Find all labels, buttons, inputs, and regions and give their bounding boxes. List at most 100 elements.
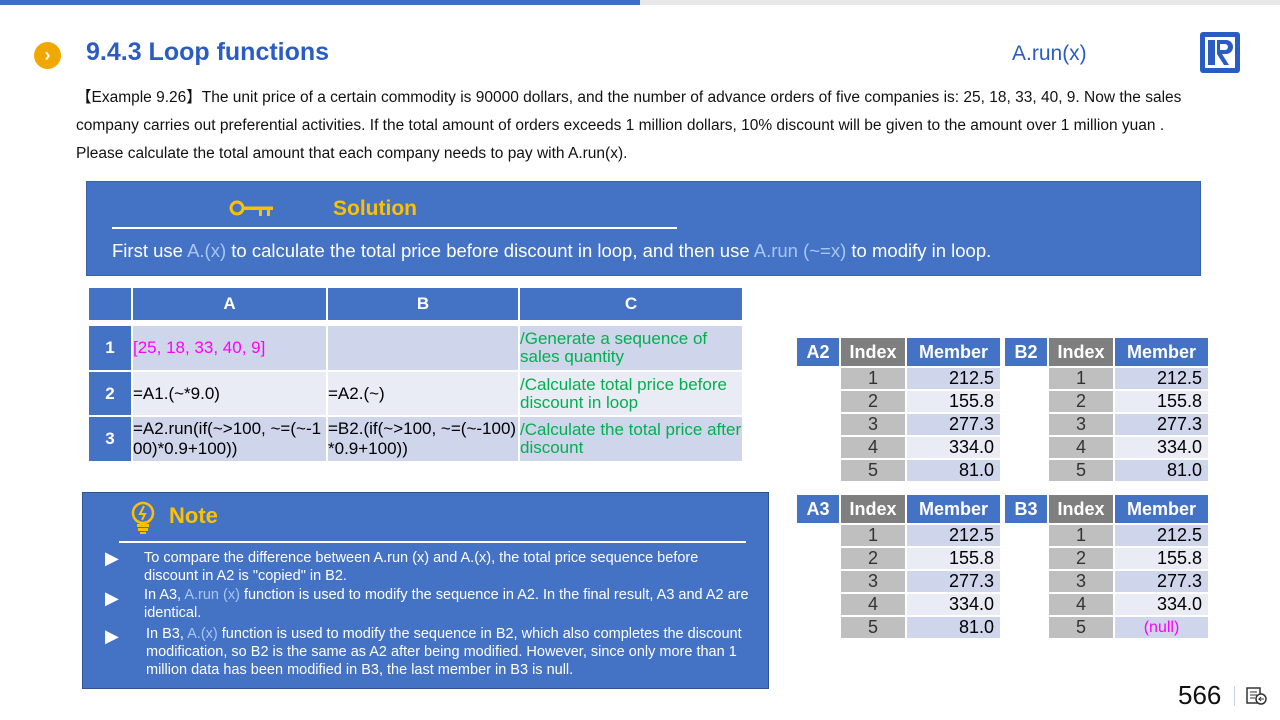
chevron-right-icon: ›: [34, 42, 61, 69]
example-text: 【Example 9.26】The unit price of a certai…: [76, 89, 1182, 162]
index-header: Index: [1047, 336, 1115, 368]
member-cell: (null): [1113, 615, 1210, 640]
table-row: 5 81.0: [1004, 458, 1210, 483]
page-title: 9.4.3 Loop functions: [86, 38, 330, 66]
table-name: B3: [1003, 493, 1049, 525]
member-cell: 334.0: [1113, 435, 1210, 460]
index-cell: 2: [1047, 389, 1115, 414]
divider: [1234, 686, 1235, 706]
result-table-a3: A3 Index Member 1 212.5 2 155.8 3 277.3 4 334.0 5 81…: [795, 493, 1002, 640]
index-cell: 4: [1047, 435, 1115, 460]
member-cell: 155.8: [905, 389, 1002, 414]
index-cell: 4: [1047, 592, 1115, 617]
row-number[interactable]: 3: [87, 415, 133, 463]
table-row: 3 277.3: [1004, 412, 1210, 437]
index-cell: 1: [839, 523, 907, 548]
column-header-b[interactable]: B: [326, 286, 520, 322]
table-row: 2 155.8: [1004, 546, 1210, 571]
cell-b3[interactable]: =B2.(if(~>100, ~=(~-100)*0.9+100)): [326, 415, 520, 463]
table-row: 4 334.0: [796, 435, 1002, 460]
bullet-triangle-icon: ▶: [105, 626, 119, 646]
index-header: Index: [839, 336, 907, 368]
index-cell: 3: [839, 569, 907, 594]
table-row: 2 155.8: [796, 546, 1002, 571]
result-table-b3: B3 Index Member 1 212.5 2 155.8 3 277.3 4 334.0 5 (n…: [1003, 493, 1210, 640]
index-cell: 2: [839, 389, 907, 414]
result-table-a2: A2 Index Member 1 212.5 2 155.8 3 277.3 4 334.0 5 81…: [795, 336, 1002, 483]
index-cell: 5: [839, 615, 907, 640]
index-cell: 4: [839, 592, 907, 617]
table-row: 3 277.3: [796, 412, 1002, 437]
member-cell: 334.0: [905, 592, 1002, 617]
member-cell: 81.0: [905, 458, 1002, 483]
grid-row: 3 =A2.run(if(~>100, ~=(~-100)*0.9+100)) …: [87, 415, 744, 463]
cell-c3[interactable]: /Calculate the total price after discoun…: [518, 415, 744, 463]
table-name: B2: [1003, 336, 1049, 368]
member-header: Member: [1113, 336, 1210, 368]
index-cell: 1: [1047, 366, 1115, 391]
table-row: 5 81.0: [796, 458, 1002, 483]
progress-bar-track: [640, 0, 1280, 5]
index-cell: 1: [839, 366, 907, 391]
page-subtitle: A.run(x): [1012, 42, 1087, 65]
lightbulb-icon: [131, 501, 155, 540]
index-cell: 1: [1047, 523, 1115, 548]
table-row: 1 212.5: [1004, 366, 1210, 391]
member-cell: 334.0: [1113, 592, 1210, 617]
table-row: 1 212.5: [796, 523, 1002, 548]
corner-cell: [87, 286, 133, 322]
column-header-c[interactable]: C: [518, 286, 744, 322]
slide-return-icon[interactable]: [1246, 686, 1268, 711]
index-header: Index: [1047, 493, 1115, 525]
member-cell: 155.8: [1113, 389, 1210, 414]
note-box: Note ▶ To compare the difference between…: [82, 492, 769, 689]
table-row: 3 277.3: [796, 569, 1002, 594]
index-cell: 4: [839, 435, 907, 460]
member-cell: 81.0: [1113, 458, 1210, 483]
table-name: A2: [795, 336, 841, 368]
member-cell: 212.5: [905, 523, 1002, 548]
cell-a2[interactable]: =A1.(~*9.0): [131, 370, 328, 417]
solution-text: First use A.(x) to calculate the total p…: [112, 240, 992, 261]
cell-a3[interactable]: =A2.run(if(~>100, ~=(~-100)*0.9+100)): [131, 415, 328, 463]
index-header: Index: [839, 493, 907, 525]
solution-box: Solution First use A.(x) to calculate th…: [86, 181, 1201, 276]
index-cell: 2: [1047, 546, 1115, 571]
key-icon: [229, 200, 275, 223]
table-row: 5 81.0: [796, 615, 1002, 640]
table-row: 5 (null): [1004, 615, 1210, 640]
progress-bar-filled: [0, 0, 640, 5]
member-cell: 155.8: [1113, 546, 1210, 571]
bullet-triangle-icon: ▶: [105, 588, 119, 608]
member-cell: 212.5: [1113, 523, 1210, 548]
page-number: 566: [1178, 680, 1222, 710]
table-name: A3: [795, 493, 841, 525]
index-cell: 2: [839, 546, 907, 571]
member-header: Member: [905, 493, 1002, 525]
note-item: In A3, A.run (x) function is used to mod…: [144, 587, 749, 621]
note-item: To compare the difference between A.run …: [144, 550, 699, 584]
row-number[interactable]: 2: [87, 370, 133, 417]
member-cell: 277.3: [905, 569, 1002, 594]
member-cell: 212.5: [905, 366, 1002, 391]
index-cell: 5: [1047, 458, 1115, 483]
result-table-b2: B2 Index Member 1 212.5 2 155.8 3 277.3 4 334.0 5 81…: [1003, 336, 1210, 483]
row-number[interactable]: 1: [87, 324, 133, 372]
cell-b1[interactable]: [326, 324, 520, 372]
solution-title: Solution: [333, 197, 417, 220]
member-cell: 277.3: [1113, 569, 1210, 594]
column-header-a[interactable]: A: [131, 286, 328, 322]
note-title: Note: [169, 503, 218, 528]
index-cell: 3: [1047, 569, 1115, 594]
table-row: 4 334.0: [1004, 435, 1210, 460]
divider: [112, 227, 677, 229]
cell-b2[interactable]: =A2.(~): [326, 370, 520, 417]
index-cell: 5: [1047, 615, 1115, 640]
cell-c2[interactable]: /Calculate total price before discount i…: [518, 370, 744, 417]
divider: [119, 541, 746, 543]
index-cell: 5: [839, 458, 907, 483]
cell-c1[interactable]: /Generate a sequence of sales quantity: [518, 324, 744, 372]
table-row: 3 277.3: [1004, 569, 1210, 594]
member-cell: 155.8: [905, 546, 1002, 571]
cell-a1[interactable]: [25, 18, 33, 40, 9]: [131, 324, 328, 372]
